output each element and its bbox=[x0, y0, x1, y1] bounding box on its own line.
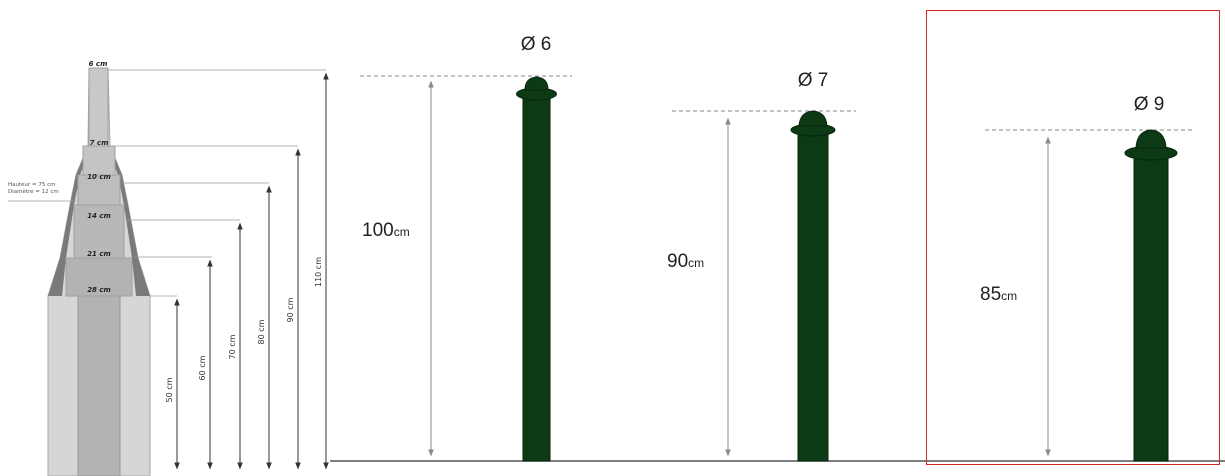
spire-height-80: 80 cm bbox=[257, 319, 266, 344]
spire-right-shade bbox=[108, 146, 150, 296]
spire-height-60: 60 cm bbox=[198, 355, 207, 380]
spire-section-4 bbox=[73, 204, 125, 259]
spire-diagram: 6 cm 7 cm 10 cm 14 cm 21 cm 28 cm Hauteu… bbox=[8, 60, 329, 476]
spire-section-3 bbox=[77, 174, 121, 206]
spire-height-90: 90 cm bbox=[286, 297, 295, 322]
post-2: Ø 7 90cm bbox=[667, 70, 856, 462]
post-1-height-value: 100 bbox=[362, 220, 394, 241]
spire-shaft bbox=[77, 295, 121, 476]
post-2-diameter: Ø 7 bbox=[798, 70, 829, 91]
spire-section-top bbox=[88, 67, 109, 147]
post-2-shaft bbox=[797, 129, 829, 462]
post-3-cap bbox=[1135, 129, 1167, 149]
post-1-height-unit: cm bbox=[394, 225, 410, 239]
spire-dimension-arrows bbox=[174, 72, 329, 470]
spire-section-5 bbox=[65, 257, 133, 297]
post-2-height-label: 90cm bbox=[667, 251, 704, 272]
spire-note-height: Hauteur = 75 cm bbox=[8, 182, 56, 188]
post-3-height-value: 85 bbox=[980, 284, 1001, 305]
post-2-height-unit: cm bbox=[688, 256, 704, 270]
spire-section-2 bbox=[82, 145, 116, 176]
post-3: Ø 9 85cm bbox=[980, 94, 1192, 462]
spire-height-70: 70 cm bbox=[228, 334, 237, 359]
post-2-cap bbox=[798, 110, 828, 127]
spire-label-7cm: 7 cm bbox=[90, 139, 109, 147]
post-1-shaft bbox=[522, 93, 551, 462]
spire-reference-lines bbox=[108, 69, 326, 297]
post-3-shaft bbox=[1133, 150, 1169, 462]
spire-label-21cm: 21 cm bbox=[87, 250, 111, 258]
spire-label-14cm: 14 cm bbox=[87, 212, 111, 220]
spire-height-110: 110 cm bbox=[314, 257, 323, 287]
post-2-height-value: 90 bbox=[667, 251, 688, 272]
spire-left-shade bbox=[48, 146, 90, 296]
post-3-height-unit: cm bbox=[1001, 289, 1017, 303]
spire-note-diameter: Diamètre = 12 cm bbox=[8, 188, 59, 195]
post-3-diameter: Ø 9 bbox=[1134, 94, 1165, 115]
post-1-cap bbox=[524, 76, 549, 91]
selected-post-highlight bbox=[926, 10, 1220, 465]
spire-height-50: 50 cm bbox=[165, 377, 174, 402]
post-1-height-label: 100cm bbox=[362, 220, 410, 241]
post-1-diameter: Ø 6 bbox=[521, 34, 552, 55]
spire-label-10cm: 10 cm bbox=[87, 173, 111, 181]
post-1: Ø 6 100cm bbox=[360, 34, 572, 462]
spire-label-6cm: 6 cm bbox=[89, 60, 108, 68]
post-3-height-label: 85cm bbox=[980, 284, 1017, 305]
spire-label-28cm: 28 cm bbox=[87, 286, 111, 294]
